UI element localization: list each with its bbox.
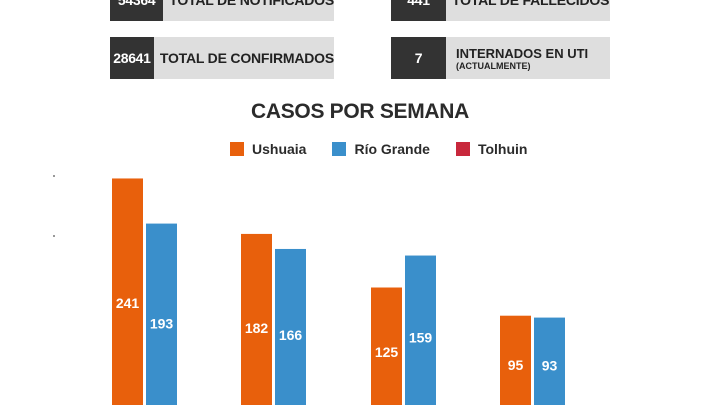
legend-swatch-tolhuin (455, 142, 470, 156)
stat-value: 28641 (110, 37, 154, 79)
stat-total-notificados: 54364 TOTAL DE NOTIFICADOS (110, 0, 334, 21)
stat-label: TOTAL DE NOTIFICADOS (169, 0, 334, 8)
bar-ushuaia (371, 287, 402, 405)
stat-internados-uti: 7 INTERNADOS EN UTI (ACTUALMENTE) (391, 37, 610, 79)
data-label: 93 (542, 358, 558, 374)
data-label: 159 (409, 330, 433, 346)
legend-item-tolhuin: Tolhuin (455, 141, 528, 157)
legend-label: Ushuaia (252, 141, 307, 157)
data-label: 241 (116, 295, 140, 311)
stat-value: 441 (391, 0, 446, 21)
data-label: 125 (375, 344, 399, 360)
data-label: 166 (279, 327, 303, 343)
stat-total-fallecidos: 441 TOTAL DE FALLECIDOS (391, 0, 610, 21)
legend-item-ushuaia: Ushuaia (230, 141, 306, 157)
legend-item-rio-grande: Río Grande (332, 141, 430, 157)
stat-value: 54364 (110, 0, 164, 21)
stat-total-confirmados: 28641 TOTAL DE CONFIRMADOS (110, 37, 334, 79)
stat-sublabel: (ACTUALMENTE) (456, 60, 531, 71)
axis-mark (53, 175, 55, 177)
legend-label: Río Grande (354, 141, 430, 157)
stat-label: TOTAL DE FALLECIDOS (452, 0, 610, 8)
bar-ushuaia (112, 178, 143, 405)
bar-ushuaia (500, 315, 531, 405)
legend-label: Tolhuin (477, 141, 528, 157)
bar-rio-grande (405, 255, 436, 405)
chart-legend: Ushuaia Río Grande Tolhuin (230, 141, 553, 157)
legend-swatch-ushuaia (230, 142, 244, 156)
bar-rio-grande (275, 248, 306, 405)
chart-title: CASOS POR SEMANA (250, 100, 470, 123)
stat-label-group: INTERNADOS EN UTI (ACTUALMENTE) (446, 46, 588, 71)
bar-rio-grande (146, 223, 177, 405)
stat-label: TOTAL DE CONFIRMADOS (159, 50, 334, 66)
data-label: 193 (150, 315, 174, 331)
legend-swatch-rio-grande (332, 142, 347, 156)
bar-rio-grande (534, 317, 565, 405)
data-label: 182 (245, 320, 269, 336)
axis-mark (53, 235, 55, 237)
bar-ushuaia (241, 233, 272, 405)
stat-value: 7 (391, 37, 446, 79)
stat-label: INTERNADOS EN UTI (456, 45, 589, 61)
data-label: 95 (508, 357, 524, 373)
